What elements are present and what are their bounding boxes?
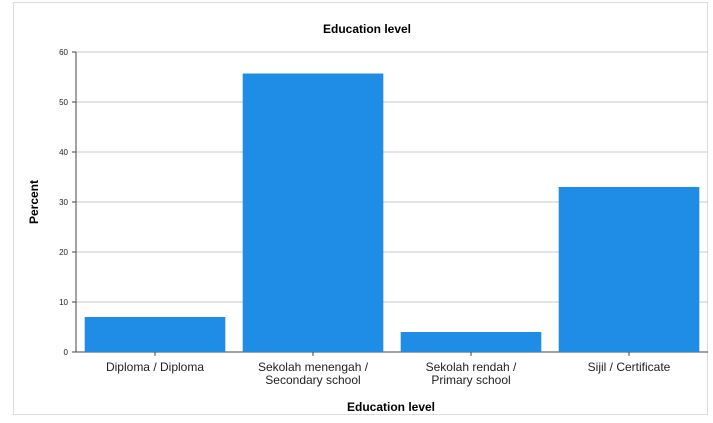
y-tick-label: 20: [59, 248, 68, 257]
bar: [558, 187, 700, 352]
y-tick-label: 50: [59, 98, 68, 107]
y-tick-label: 0: [64, 348, 69, 357]
y-tick-label: 40: [59, 148, 68, 157]
chart-title: Education level: [323, 22, 411, 36]
y-tick-label: 30: [59, 198, 68, 207]
bar: [400, 332, 542, 352]
x-tick-label: Sijil / Certificate: [588, 360, 671, 374]
y-axis-title: Percent: [27, 180, 41, 224]
bars: [84, 73, 700, 352]
x-tick-label: Sekolah menengah / Secondary school: [258, 360, 369, 387]
bar: [84, 317, 226, 352]
y-tick-label: 60: [59, 48, 68, 57]
y-tick-label: 10: [59, 298, 68, 307]
bar: [242, 73, 384, 352]
y-axis-ticks: 0 10 20 30 40 50 60: [59, 48, 77, 357]
x-tick-label: Sekolah rendah / Primary school: [426, 360, 517, 387]
x-axis-title: Education level: [347, 400, 435, 414]
x-axis-labels: Diploma / Diploma Sekolah menengah / Secon…: [106, 352, 671, 387]
x-tick-label: Diploma / Diploma: [106, 360, 204, 374]
